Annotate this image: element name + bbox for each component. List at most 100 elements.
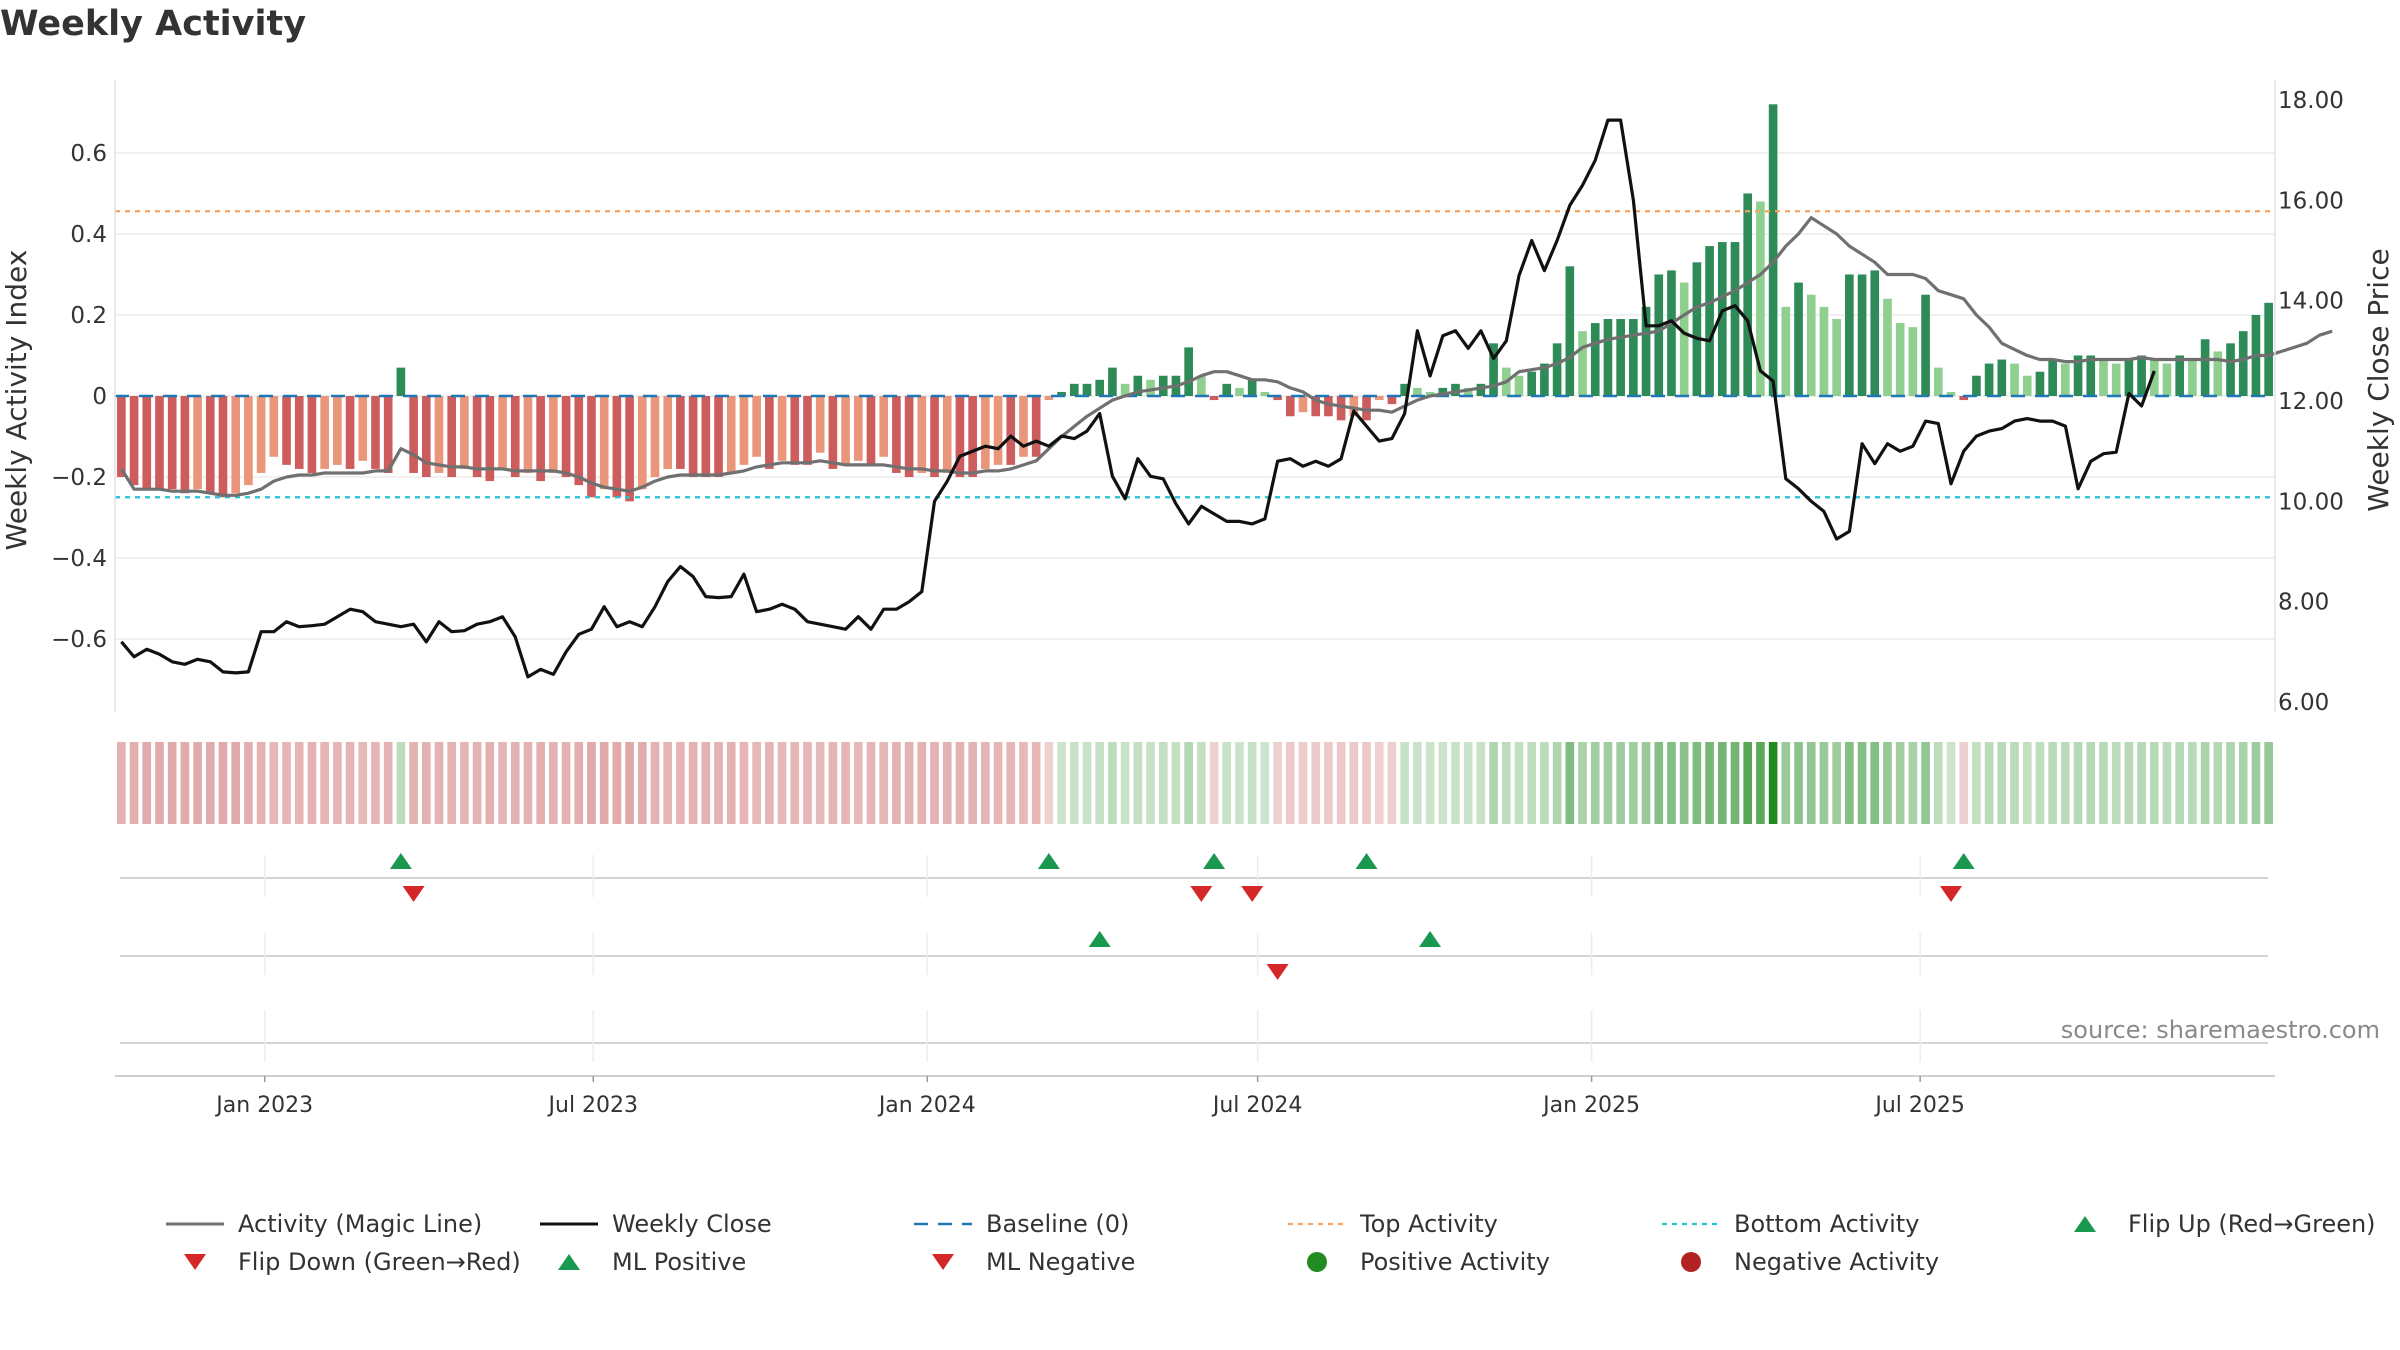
activity-bar-negative [739, 396, 749, 465]
heat-cell [536, 742, 545, 824]
activity-bar-negative [1298, 396, 1308, 413]
activity-bar-positive [1146, 379, 1155, 396]
legend-item-bottom: Bottom Activity [1662, 1210, 1919, 1238]
activity-bar-positive [1705, 246, 1714, 396]
flip-down-marker [1940, 886, 1962, 902]
heat-cell [1730, 742, 1740, 824]
heat-cell [942, 742, 952, 824]
activity-bar-positive [2048, 359, 2057, 396]
heat-cell [1108, 742, 1117, 824]
activity-bar-negative [993, 396, 1003, 465]
activity-bar-negative [345, 396, 355, 469]
activity-bar-negative [1006, 396, 1016, 465]
activity-bar-negative [1362, 396, 1371, 421]
heat-cell [1425, 742, 1435, 824]
reference-lines [115, 210, 2275, 499]
heat-cell [472, 742, 482, 824]
heat-cell [676, 742, 685, 824]
activity-bar-negative [650, 396, 660, 478]
activity-bar-negative [955, 396, 965, 478]
heat-cell [1019, 742, 1028, 824]
flip-up-marker [1203, 853, 1226, 869]
activity-bar-positive [1578, 331, 1587, 396]
axes: 0.6 0.4 0.2 0 −0.2 −0.4 −0.6 18.00 16.00 14.00 12.… [0, 80, 2395, 716]
legend-label: Activity (Magic Line) [238, 1210, 482, 1238]
heat-cell [485, 742, 495, 824]
legend-item-flipup: Flip Up (Red→Green) [2074, 1210, 2376, 1238]
heat-cell [866, 742, 876, 824]
activity-bar-negative [294, 396, 304, 469]
activity-bar-positive [2226, 343, 2235, 396]
activity-bar-positive [1946, 391, 1956, 396]
x-axis: Jan 2023 Jul 2023 Jan 2024 Jul 2024 Jan 2025… [115, 1075, 2275, 1118]
heat-cell [2238, 742, 2248, 824]
x-tick-label: Jan 2023 [214, 1093, 313, 1118]
heat-cell [1260, 742, 1270, 824]
activity-bar-positive [1451, 383, 1460, 396]
activity-bar-negative [320, 396, 329, 469]
heat-cell [269, 742, 279, 824]
heat-cell [2073, 742, 2083, 824]
heat-cell [282, 742, 291, 824]
heat-cell [1565, 742, 1575, 824]
heat-cell [2099, 742, 2108, 824]
y-right-tick-label: 14.00 [2278, 289, 2344, 315]
activity-bar-negative [765, 396, 774, 469]
activity-bar-positive [2213, 351, 2223, 396]
heat-cell [1324, 742, 1333, 824]
activity-bar-negative [981, 396, 990, 469]
activity-bar-negative [472, 396, 482, 478]
activity-bar-positive [2010, 363, 2019, 396]
flip-up-marker [1355, 853, 1378, 869]
heat-cell [1413, 742, 1422, 824]
heat-cell [1667, 742, 1676, 824]
activity-bar-positive [1667, 270, 1676, 396]
activity-bar-negative [180, 396, 190, 494]
y-tick-label: −0.2 [51, 465, 107, 491]
heat-cell [358, 742, 368, 824]
x-tick-label: Jan 2025 [1541, 1093, 1640, 1118]
heat-cell [1311, 742, 1321, 824]
y-tick-label: −0.6 [51, 627, 107, 653]
activity-bar-negative [663, 396, 673, 469]
flip-down-marker [402, 886, 425, 902]
heat-cell [1057, 742, 1066, 824]
activity-bar-negative [701, 396, 711, 478]
heat-cell [1857, 742, 1867, 824]
heat-cell [1082, 742, 1092, 824]
heat-cell [218, 742, 228, 824]
heat-cell [1933, 742, 1943, 824]
heat-cell [1197, 742, 1206, 824]
y-right-axis-label: Weekly Close Price [2362, 248, 2395, 511]
activity-bar-positive [1857, 274, 1867, 396]
heat-cell [1476, 742, 1486, 824]
heat-cell [2035, 742, 2045, 824]
y-tick-label: −0.4 [51, 546, 107, 572]
activity-bar-positive [1565, 266, 1575, 396]
activity-bar-negative [612, 396, 622, 498]
legend-label: Positive Activity [1360, 1248, 1550, 1276]
activity-bar-negative [892, 396, 901, 473]
activity-bar-positive [1527, 371, 1537, 396]
heat-cell [612, 742, 622, 824]
activity-bar-positive [1997, 359, 2007, 396]
legend-item-top: Top Activity [1288, 1210, 1498, 1238]
activity-bar-positive [1082, 383, 1092, 396]
heat-cell [815, 742, 825, 824]
activity-bar-negative [777, 396, 787, 461]
activity-bar-positive [1590, 323, 1600, 396]
activity-bar-positive [1514, 375, 1524, 396]
activity-bar-negative [1374, 396, 1384, 401]
activity-bar-negative [1336, 396, 1346, 421]
heat-cell [383, 742, 393, 824]
activity-bar-negative [358, 396, 368, 461]
legend-item-flipdown: Flip Down (Green→Red) [184, 1248, 521, 1276]
heat-cell [1463, 742, 1473, 824]
activity-bar-positive [1095, 379, 1105, 396]
legend-label: ML Negative [986, 1248, 1135, 1276]
activity-bar-positive [1641, 306, 1651, 396]
activity-bar-positive [1768, 104, 1778, 397]
activity-bar-positive [2238, 331, 2248, 396]
legend-swatch-positive-dot [1307, 1252, 1327, 1272]
